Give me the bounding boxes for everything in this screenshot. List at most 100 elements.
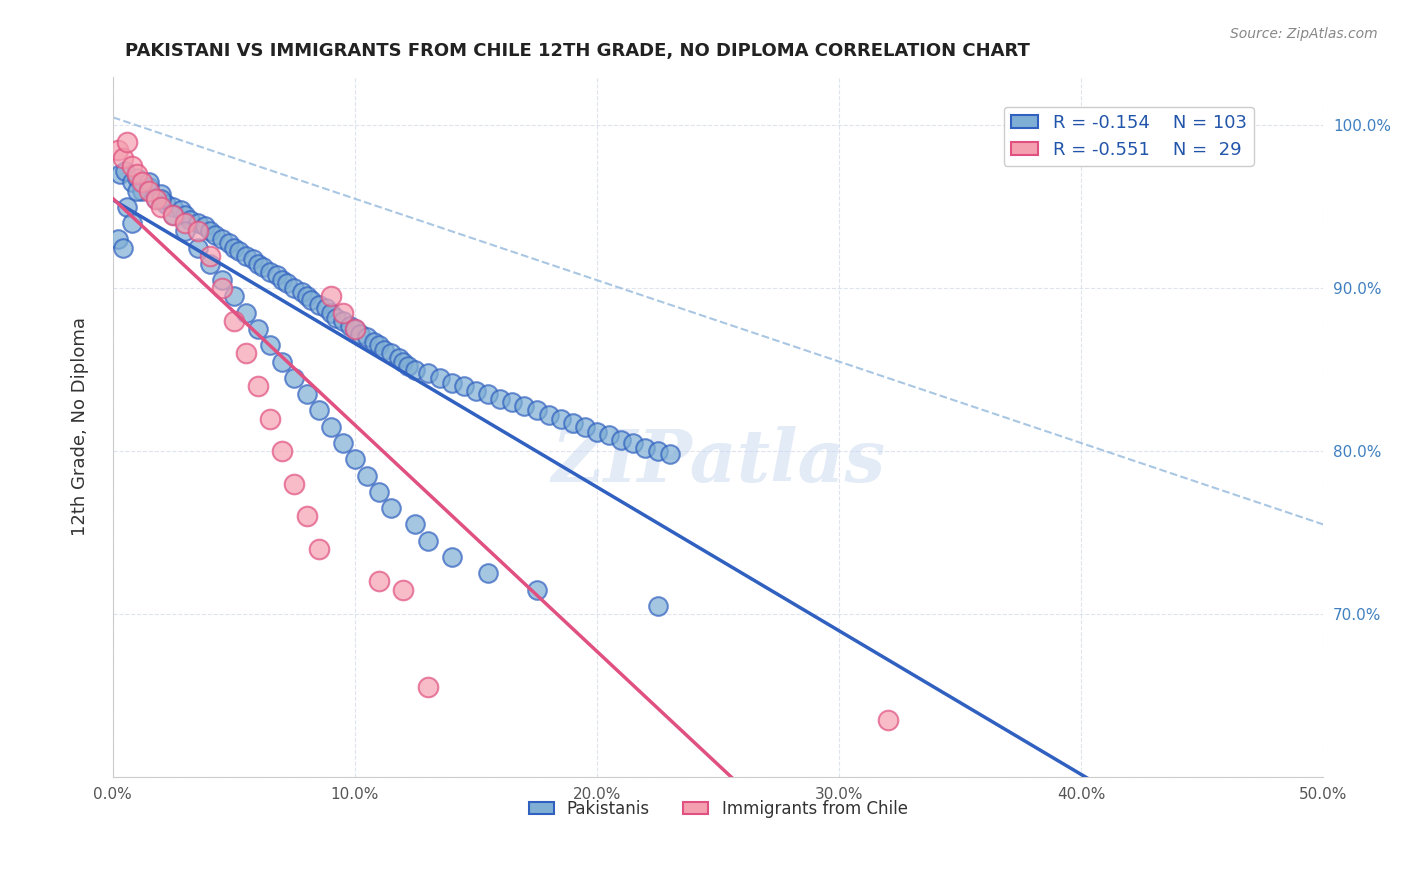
Point — [174, 208, 197, 222]
Point — [235, 346, 257, 360]
Point — [283, 476, 305, 491]
Point — [526, 582, 548, 597]
Text: ZIPatlas: ZIPatlas — [551, 426, 886, 497]
Point — [198, 249, 221, 263]
Point — [179, 213, 201, 227]
Point — [308, 403, 330, 417]
Point — [647, 444, 669, 458]
Point — [634, 441, 657, 455]
Point — [308, 297, 330, 311]
Point — [222, 241, 245, 255]
Point — [295, 289, 318, 303]
Point — [319, 419, 342, 434]
Point — [108, 167, 131, 181]
Point — [125, 167, 148, 181]
Point — [222, 289, 245, 303]
Point — [325, 310, 347, 325]
Point — [396, 359, 419, 374]
Point — [368, 484, 391, 499]
Point — [138, 184, 160, 198]
Point — [247, 257, 270, 271]
Point — [295, 509, 318, 524]
Point — [537, 409, 560, 423]
Point — [295, 387, 318, 401]
Point — [117, 200, 139, 214]
Point — [465, 384, 488, 398]
Point — [198, 257, 221, 271]
Point — [155, 196, 177, 211]
Point — [363, 334, 385, 349]
Text: PAKISTANI VS IMMIGRANTS FROM CHILE 12TH GRADE, NO DIPLOMA CORRELATION CHART: PAKISTANI VS IMMIGRANTS FROM CHILE 12TH … — [125, 42, 1029, 60]
Point — [187, 224, 209, 238]
Point — [373, 343, 395, 358]
Point — [247, 379, 270, 393]
Point — [368, 574, 391, 589]
Point — [121, 176, 143, 190]
Point — [343, 322, 366, 336]
Point — [121, 216, 143, 230]
Point — [561, 417, 583, 431]
Point — [211, 273, 233, 287]
Point — [621, 436, 644, 450]
Point — [114, 164, 136, 178]
Point — [429, 371, 451, 385]
Point — [349, 326, 371, 341]
Point — [150, 200, 173, 214]
Point — [187, 216, 209, 230]
Point — [489, 392, 512, 406]
Point — [299, 293, 322, 307]
Point — [392, 582, 415, 597]
Point — [138, 180, 160, 194]
Point — [332, 306, 354, 320]
Point — [291, 285, 314, 299]
Point — [174, 216, 197, 230]
Point — [194, 219, 217, 234]
Point — [477, 566, 499, 581]
Point — [107, 143, 129, 157]
Point — [876, 713, 898, 727]
Point — [477, 387, 499, 401]
Point — [416, 533, 439, 548]
Point — [319, 306, 342, 320]
Point — [235, 249, 257, 263]
Text: Source: ZipAtlas.com: Source: ZipAtlas.com — [1230, 27, 1378, 41]
Point — [204, 227, 226, 242]
Point — [131, 184, 153, 198]
Point — [271, 444, 294, 458]
Point — [222, 314, 245, 328]
Point — [283, 281, 305, 295]
Point — [404, 362, 426, 376]
Point — [647, 599, 669, 613]
Point — [162, 208, 184, 222]
Point — [343, 322, 366, 336]
Point — [586, 425, 609, 439]
Point — [187, 241, 209, 255]
Point — [356, 468, 378, 483]
Point — [319, 289, 342, 303]
Point — [332, 436, 354, 450]
Point — [276, 277, 298, 291]
Point — [332, 314, 354, 328]
Point — [211, 232, 233, 246]
Point — [259, 338, 281, 352]
Point — [107, 232, 129, 246]
Point — [271, 354, 294, 368]
Point — [145, 192, 167, 206]
Point — [218, 235, 240, 250]
Point — [228, 244, 250, 258]
Y-axis label: 12th Grade, No Diploma: 12th Grade, No Diploma — [72, 318, 89, 536]
Point — [169, 203, 191, 218]
Point — [440, 376, 463, 390]
Point — [211, 281, 233, 295]
Point — [111, 241, 134, 255]
Point — [252, 260, 274, 274]
Point — [315, 301, 337, 315]
Point — [339, 318, 361, 333]
Point — [283, 371, 305, 385]
Point — [162, 200, 184, 214]
Point — [380, 346, 402, 360]
Point — [598, 428, 620, 442]
Point — [440, 549, 463, 564]
Point — [266, 268, 288, 283]
Point — [392, 354, 415, 368]
